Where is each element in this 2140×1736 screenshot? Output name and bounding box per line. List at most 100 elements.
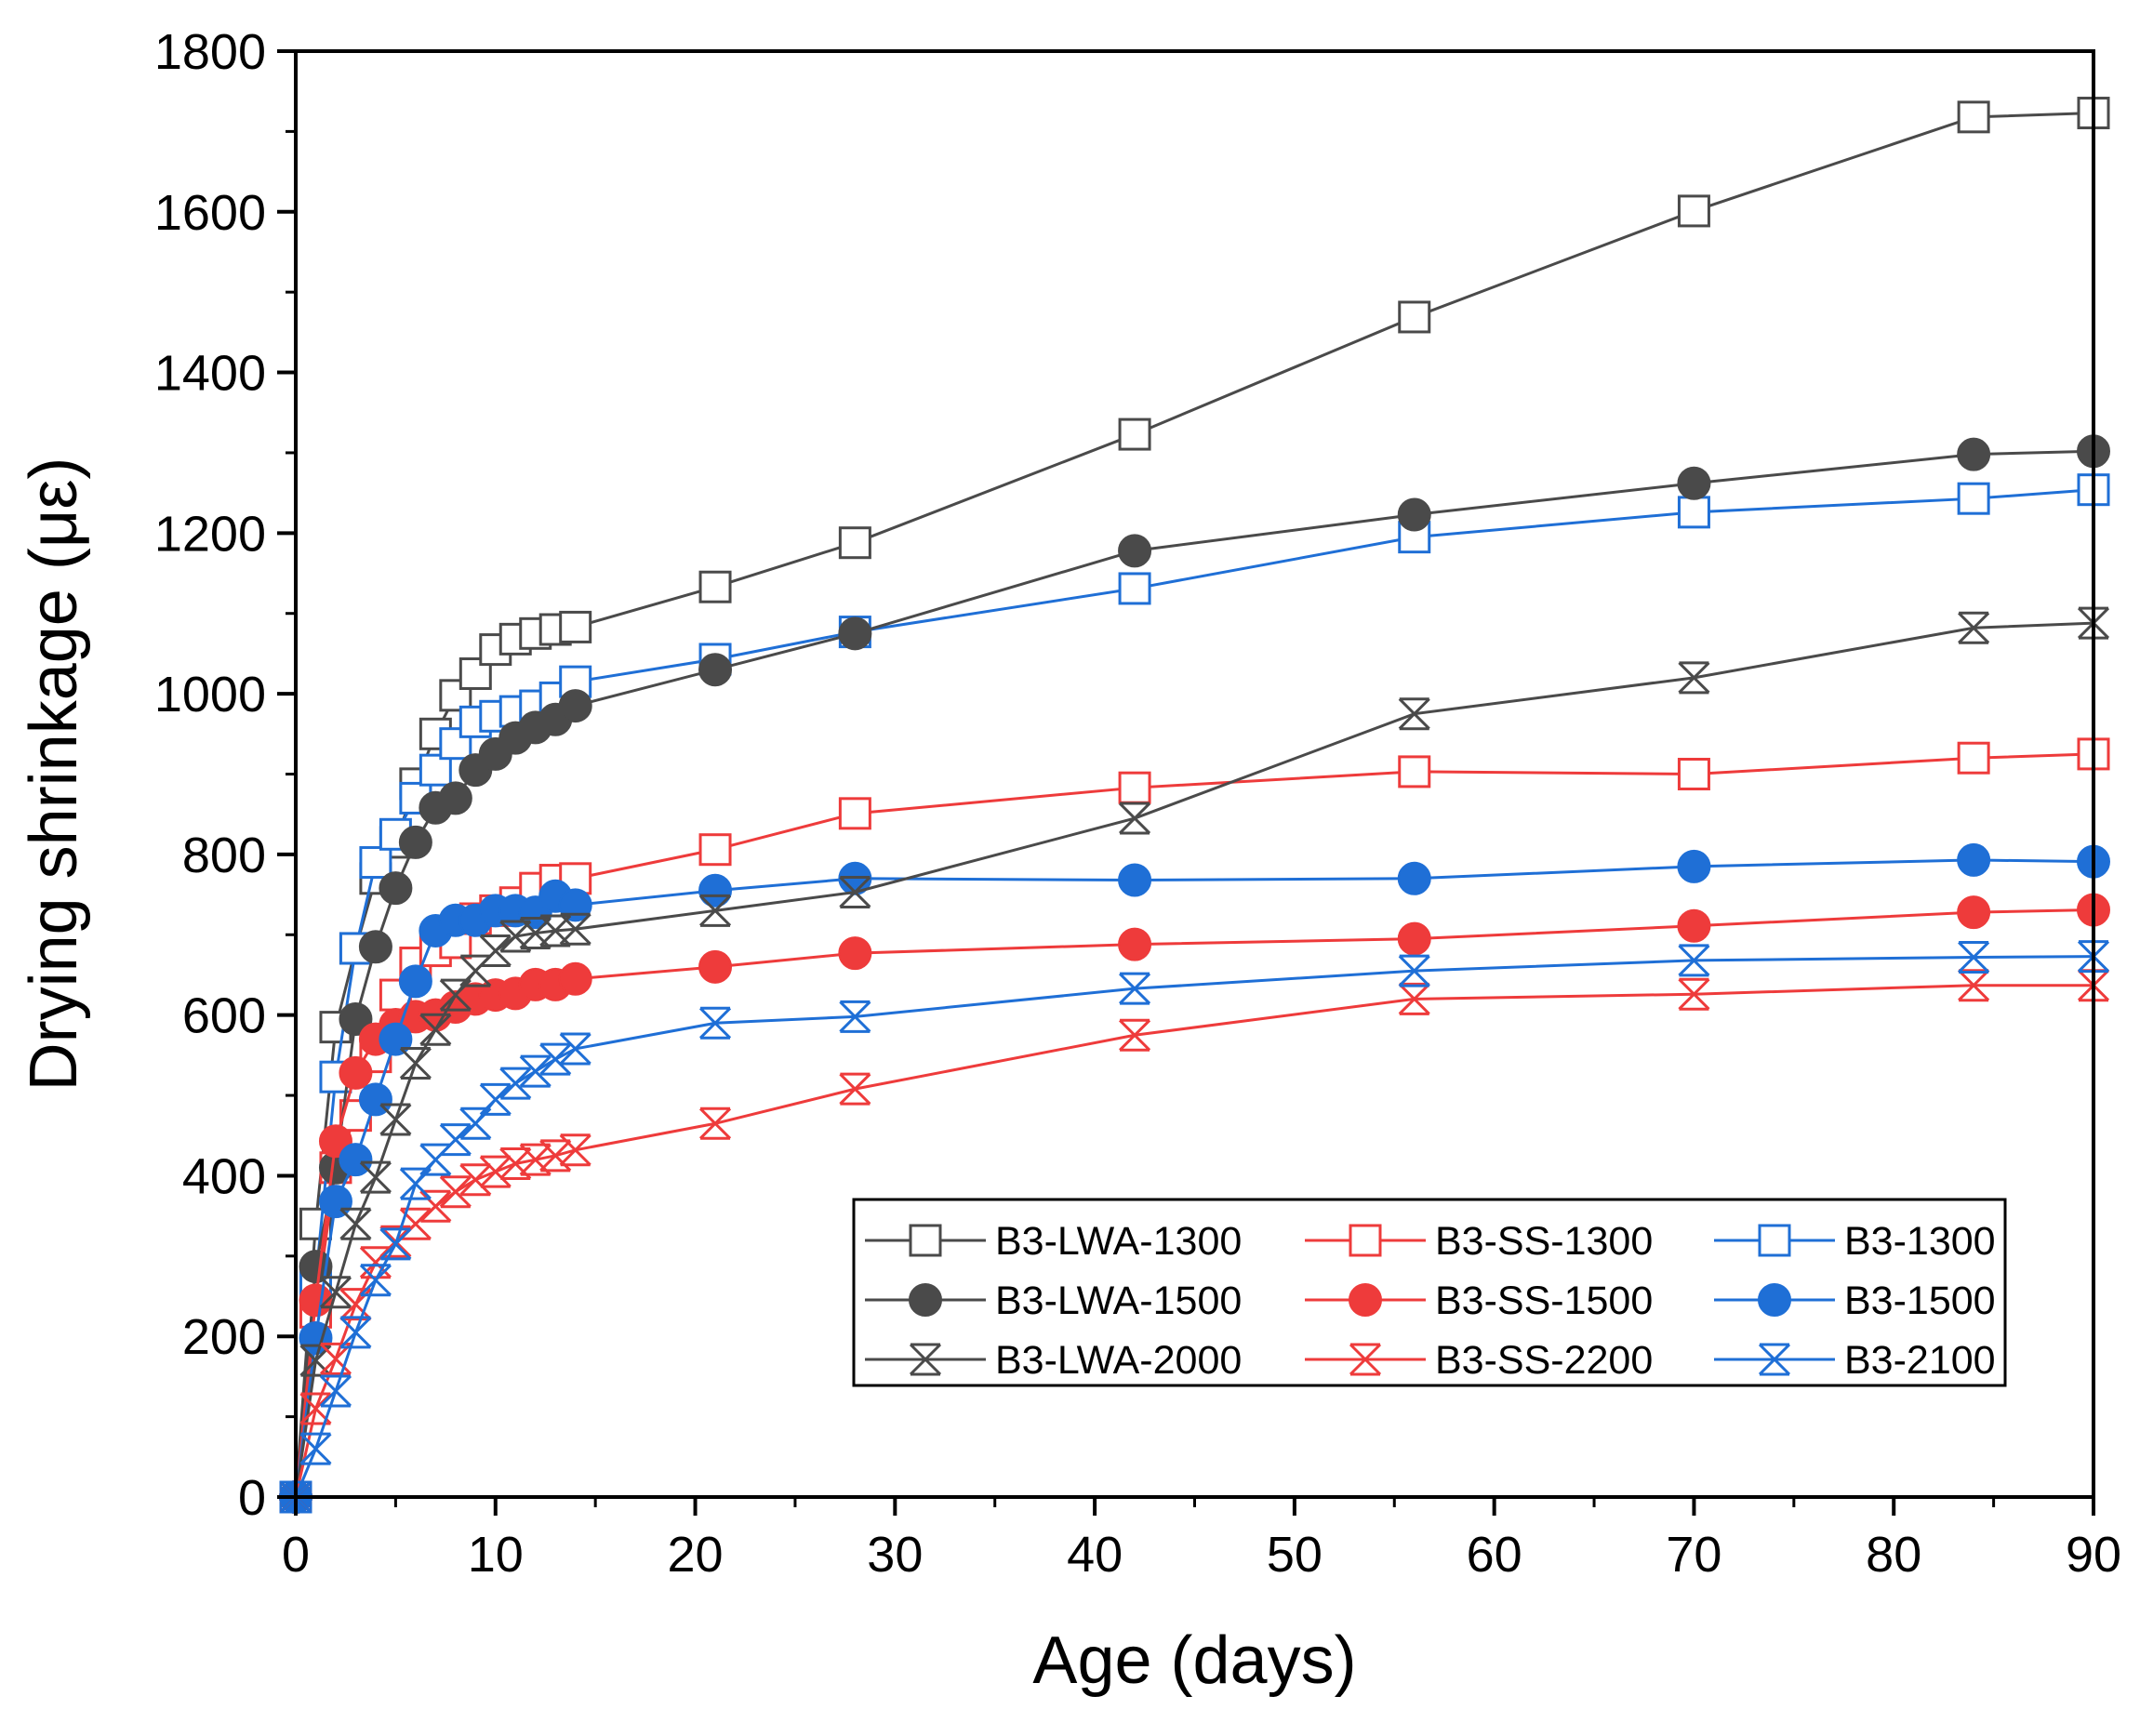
data-point [499, 920, 532, 953]
legend-marker [1349, 1343, 1382, 1376]
data-point [1677, 849, 1711, 883]
legend-marker [909, 1343, 942, 1376]
data-point [698, 570, 732, 603]
data-point [359, 846, 392, 880]
data-point [1677, 758, 1710, 790]
data-point [1957, 100, 1990, 134]
legend-marker [1758, 1343, 1791, 1376]
legend-label: B3-1300 [1844, 1219, 1996, 1264]
data-point [1397, 921, 1431, 956]
legend-label: B3-2100 [1844, 1338, 1996, 1383]
legend-marker [1349, 1224, 1382, 1257]
legend-box [852, 1198, 2007, 1387]
data-point [1678, 944, 1710, 977]
data-point [519, 1143, 552, 1176]
x-tick-label: 0 [282, 1527, 310, 1583]
data-point [698, 873, 733, 908]
data-point [459, 1107, 492, 1140]
series-layer [279, 97, 2110, 1514]
data-point [499, 1067, 532, 1100]
x-axis-ticks: 0 10 20 30 40 50 60 70 80 90 [282, 1497, 2121, 1583]
y-tick-label: 0 [238, 1470, 266, 1526]
legend-marker [909, 1224, 942, 1257]
data-point [479, 934, 512, 968]
data-point [399, 1207, 432, 1240]
series-line [294, 858, 2094, 1498]
data-point [1119, 972, 1151, 1005]
data-point [419, 753, 452, 787]
data-point [838, 936, 872, 971]
data-point [299, 1392, 332, 1425]
data-point [1677, 496, 1710, 529]
data-point [1118, 572, 1151, 605]
x-tick-label: 10 [468, 1527, 524, 1583]
y-tick-label: 1800 [154, 24, 266, 80]
data-point [539, 1042, 572, 1076]
data-point [1677, 908, 1711, 943]
data-point [318, 1185, 352, 1219]
series-B3-SS-1300 [279, 737, 2110, 1514]
data-point [1398, 982, 1430, 1015]
data-point [1398, 300, 1431, 334]
x-tick-label: 80 [1866, 1527, 1921, 1583]
series-B3-LWA-1500 [279, 434, 2110, 1514]
data-point [1958, 611, 1990, 644]
data-point [1678, 977, 1710, 1011]
data-point [319, 1374, 352, 1408]
data-point [398, 964, 432, 999]
legend-entry: B3-SS-1300 [1305, 1219, 1653, 1264]
data-point [558, 689, 592, 723]
data-point [1398, 755, 1431, 788]
data-point [1398, 697, 1430, 731]
data-point [1118, 534, 1152, 568]
legend-entry: B3-SS-2200 [1305, 1338, 1653, 1383]
x-tick-label: 30 [867, 1527, 923, 1583]
data-point [459, 1163, 492, 1197]
y-tick-label: 400 [182, 1148, 266, 1204]
series-B3-1500 [279, 842, 2110, 1514]
data-point [419, 1143, 452, 1176]
legend-entry: B3-1300 [1714, 1219, 1996, 1264]
data-point [539, 914, 572, 948]
data-point [419, 1189, 452, 1223]
data-point [1397, 497, 1431, 532]
x-tick-label: 60 [1467, 1527, 1522, 1583]
data-point [838, 797, 871, 830]
data-point [698, 833, 732, 867]
data-point [558, 961, 592, 996]
data-point [479, 1082, 512, 1116]
legend-entry: B3-LWA-1500 [865, 1279, 1242, 1323]
data-point [399, 1167, 432, 1200]
y-axis-ticks: 0 200 400 600 800 1000 1200 1400 1600 1800 [154, 24, 296, 1526]
data-point [1398, 954, 1430, 987]
data-point [1118, 771, 1151, 804]
x-tick-label: 40 [1067, 1527, 1123, 1583]
data-point [698, 894, 732, 927]
data-point [339, 1207, 372, 1240]
x-tick-label: 20 [668, 1527, 724, 1583]
data-point [339, 1316, 372, 1349]
x-tick-label: 50 [1267, 1527, 1323, 1583]
data-point [299, 1432, 332, 1465]
data-point [1957, 482, 1990, 515]
y-tick-label: 1200 [154, 506, 266, 562]
x-axis-title: Age (days) [1032, 1623, 1356, 1698]
data-point [1958, 969, 1990, 1002]
legend-marker [1349, 1283, 1382, 1317]
data-point [439, 1123, 472, 1157]
data-point [438, 781, 472, 815]
legend-entry: B3-LWA-1300 [865, 1219, 1242, 1264]
legend-marker [1758, 1283, 1791, 1317]
y-tick-label: 1600 [154, 185, 266, 241]
data-point [698, 653, 733, 687]
legend-label: B3-SS-1300 [1435, 1219, 1653, 1264]
data-point [439, 1175, 472, 1209]
y-axis-title: Drying shrinkage (με) [17, 457, 91, 1092]
data-point [1397, 861, 1431, 895]
legend-label: B3-1500 [1844, 1279, 1996, 1323]
data-point [399, 1047, 432, 1080]
data-point [559, 1032, 591, 1066]
data-point [379, 1227, 412, 1261]
data-point [439, 978, 472, 1012]
legend-label: B3-SS-1500 [1435, 1279, 1653, 1323]
